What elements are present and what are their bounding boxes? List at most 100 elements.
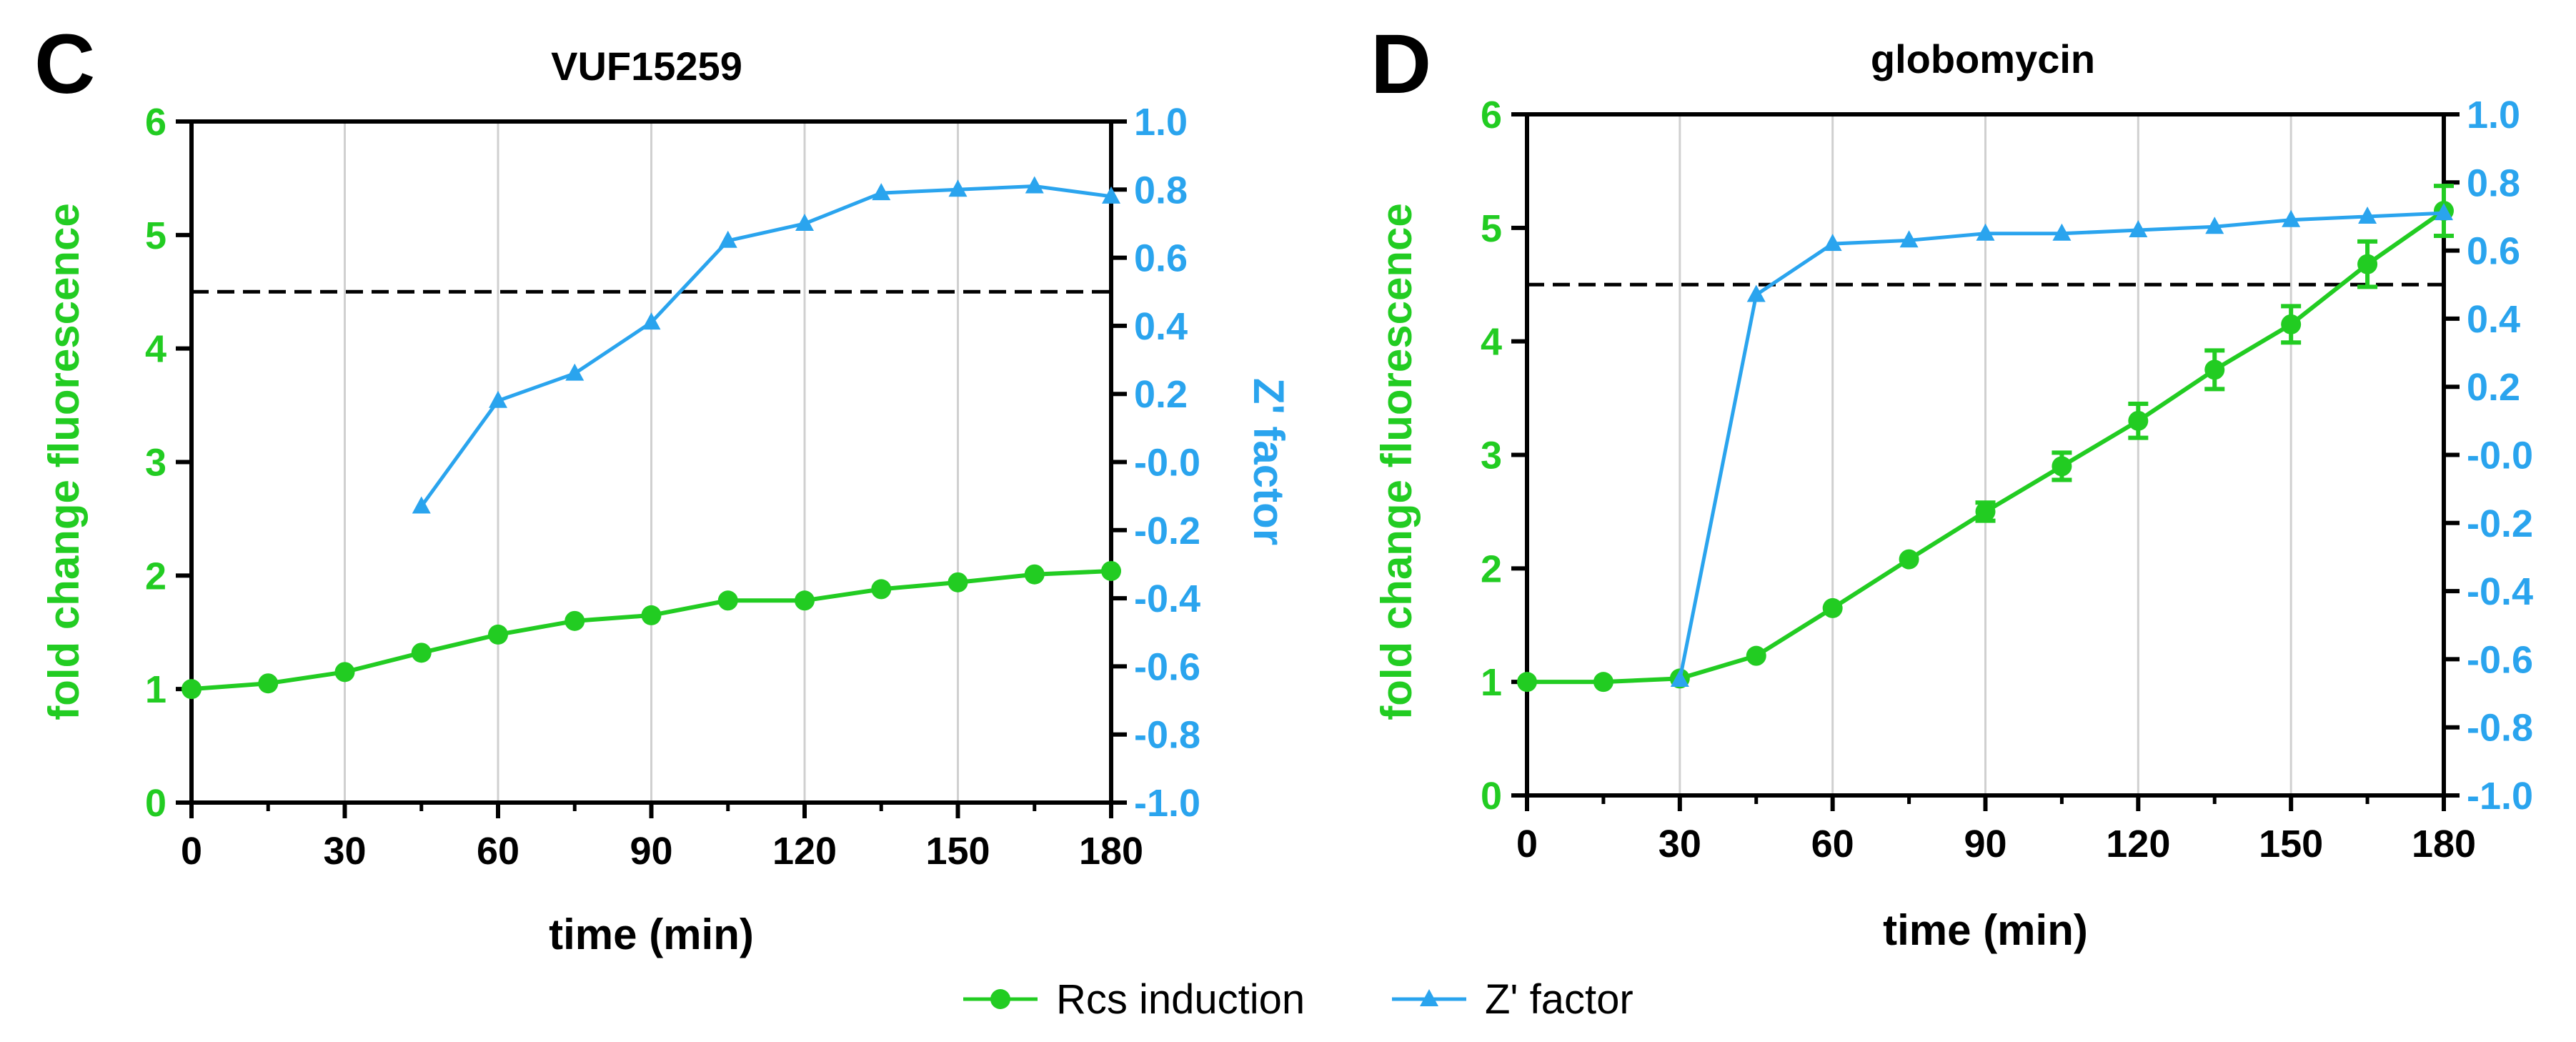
rcs-point: [1024, 564, 1045, 585]
rcs-point: [1975, 501, 1996, 522]
y2-tick-label: -1.0: [2467, 775, 2533, 818]
x-tick-label: 120: [2106, 823, 2170, 865]
y2-tick-label: 0.2: [1134, 373, 1188, 416]
rcs-point: [565, 610, 585, 631]
rcs-point: [948, 572, 968, 592]
rcs-point: [871, 579, 892, 600]
legend-circle-marker: [990, 989, 1010, 1009]
y2-tick-label: -0.6: [1134, 645, 1200, 688]
y-tick-label: 4: [1481, 321, 1502, 364]
x-tick-label: 0: [1516, 823, 1538, 865]
panel-letter: C: [34, 17, 95, 111]
y2-tick-label: 0.2: [2467, 366, 2520, 409]
y2-tick-label: 1.0: [2467, 94, 2520, 137]
x-tick-label: 150: [925, 830, 990, 873]
zfactor-point: [2205, 217, 2224, 234]
zfactor-point: [489, 390, 507, 408]
legend-triangle-marker: [1420, 989, 1438, 1006]
y2-tick-label: 0.4: [2467, 298, 2520, 341]
legend: Rcs induction Z' factor: [963, 976, 1633, 1023]
x-tick-label: 120: [772, 830, 837, 873]
y-tick-label: 3: [145, 442, 166, 485]
zfactor-point: [1102, 186, 1120, 204]
rcs-point: [1593, 672, 1613, 693]
x-tick-label: 0: [181, 830, 202, 873]
rcs-point: [795, 590, 815, 611]
y2-tick-label: -0.0: [1134, 442, 1200, 485]
y2-axis-label: Z' factor: [1245, 378, 1293, 545]
y-tick-label: 5: [145, 214, 166, 257]
zfactor-line: [419, 184, 1112, 507]
zfactor-point: [2052, 223, 2072, 241]
legend-label: Rcs induction: [1056, 976, 1305, 1023]
zfactor-point: [795, 213, 814, 231]
rcs-point: [488, 624, 508, 645]
zfactor-point: [2129, 220, 2148, 238]
x-axis-label: time (min): [1883, 906, 2088, 954]
y2-tick-label: -0.4: [2467, 570, 2533, 613]
y-tick-label: 2: [1481, 547, 1502, 590]
legend-label: Z' factor: [1485, 976, 1633, 1023]
y-axis-label: fold change fluorescence: [40, 203, 88, 720]
y2-tick-label: -0.8: [2467, 707, 2533, 750]
y2-tick-label: -1.0: [1134, 782, 1200, 825]
rcs-point: [1746, 645, 1766, 666]
x-axis-label: time (min): [549, 910, 754, 958]
rcs-point: [411, 642, 432, 663]
zfactor-point: [718, 230, 737, 248]
y2-tick-label: -0.2: [2467, 502, 2533, 545]
y2-tick-label: 0.4: [1134, 305, 1188, 348]
rcs-point: [1822, 597, 1843, 618]
zfactor-point: [412, 496, 431, 514]
y-tick-label: 6: [145, 101, 166, 144]
zfactor-point: [2282, 209, 2301, 227]
y2-tick-label: 0.6: [1134, 237, 1188, 280]
x-tick-label: 60: [477, 830, 519, 873]
x-tick-label: 30: [1659, 823, 1701, 865]
y2-tick-label: 0.6: [2467, 230, 2520, 273]
zfactor-point: [642, 312, 661, 330]
rcs-point: [258, 673, 279, 694]
rcs-point: [2281, 314, 2302, 334]
y2-tick-label: -0.0: [2467, 435, 2533, 477]
y-tick-label: 0: [1481, 775, 1502, 818]
y2-tick-label: 0.8: [2467, 162, 2520, 204]
chart-title: VUF15259: [551, 44, 742, 89]
zfactor-point: [1823, 234, 1842, 252]
zfactor-point: [565, 363, 585, 381]
x-tick-label: 150: [2259, 823, 2323, 865]
x-tick-label: 180: [2412, 823, 2476, 865]
chart-title: globomycin: [1871, 36, 2095, 81]
y-axis-label: fold change fluorescence: [1373, 203, 1421, 720]
rcs-point: [1517, 672, 1537, 693]
y-tick-label: 4: [145, 328, 166, 371]
y2-tick-label: 1.0: [1134, 101, 1188, 144]
y2-tick-label: -0.8: [1134, 714, 1200, 757]
zfactor-point: [1746, 284, 1766, 302]
rcs-point: [717, 590, 738, 611]
y-tick-label: 1: [1481, 661, 1502, 704]
y-tick-label: 5: [1481, 207, 1502, 250]
zfactor-point: [2358, 206, 2377, 224]
zfactor-point: [1899, 230, 1919, 248]
rcs-point: [2357, 254, 2378, 274]
y-tick-label: 6: [1481, 94, 1502, 137]
x-tick-label: 90: [1964, 823, 2006, 865]
zfactor-point: [1025, 176, 1044, 194]
rcs-point: [1899, 549, 1919, 570]
y2-tick-label: -0.4: [1134, 577, 1200, 620]
x-tick-label: 90: [630, 830, 672, 873]
x-tick-label: 60: [1811, 823, 1854, 865]
panel-c-chart: C VUF15259 0 30 60 90 120 150 180 0 1 2 3 4 5 6 1.0 0.8 0.…: [34, 17, 1293, 958]
rcs-point: [181, 679, 202, 700]
zfactor-point: [2435, 203, 2453, 221]
zfactor-point: [948, 179, 968, 197]
rcs-point: [641, 605, 662, 625]
y-tick-label: 2: [145, 555, 166, 597]
y2-tick-label: 0.8: [1134, 169, 1188, 212]
y2-tick-label: -0.6: [2467, 638, 2533, 681]
y2-tick-label: -0.2: [1134, 510, 1200, 552]
zfactor-point: [872, 183, 891, 201]
